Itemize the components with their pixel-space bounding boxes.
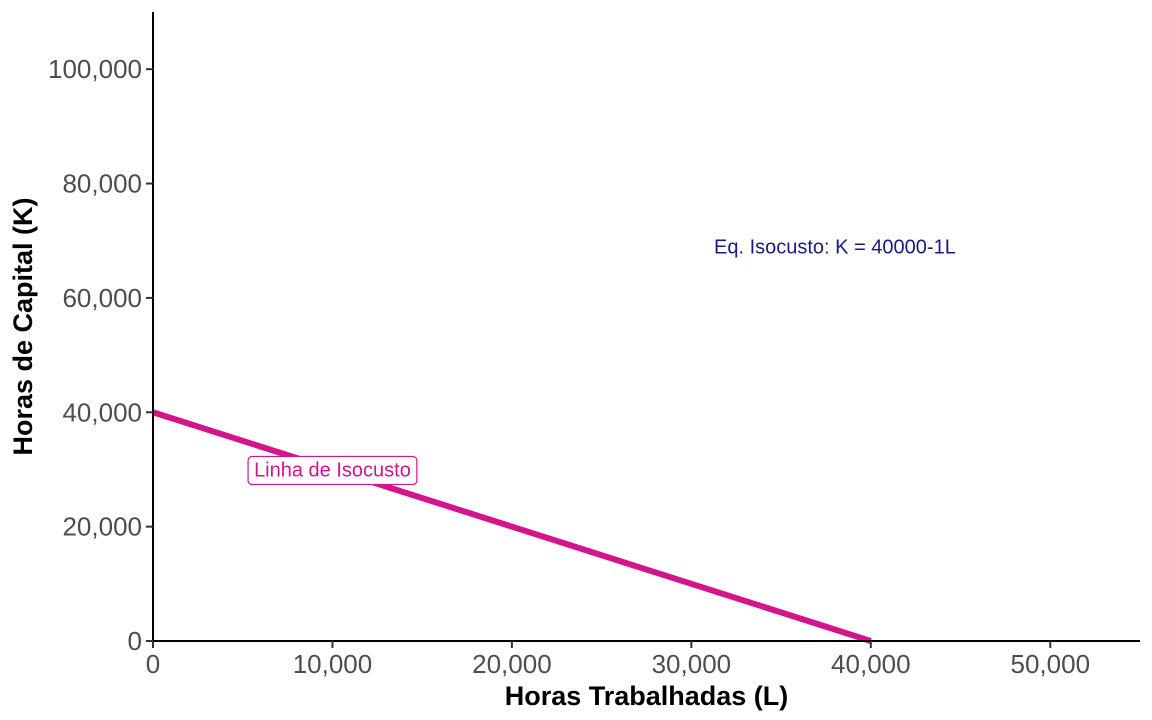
x-tick-label: 40,000 [831, 649, 911, 679]
plot-area [152, 409, 872, 644]
isocost-line [152, 409, 872, 644]
y-tick-label: 60,000 [62, 283, 142, 313]
x-tick-label: 10,000 [293, 649, 373, 679]
y-tick-label: 40,000 [62, 397, 142, 427]
isocost-line-label: Linha de Isocusto [247, 455, 418, 486]
x-tick-label: 0 [146, 649, 160, 679]
x-axis-title: Horas Trabalhadas (L) [505, 681, 789, 711]
y-tick-label: 100,000 [48, 54, 142, 84]
y-axis-title: Horas de Capital (K) [8, 197, 38, 455]
x-tick-label: 20,000 [472, 649, 552, 679]
x-tick-label: 50,000 [1011, 649, 1091, 679]
annotations: Eq. Isocusto: K = 40000-1L Linha de Isocu… [247, 236, 956, 486]
y-tick-label: 0 [128, 626, 142, 656]
x-tick-label: 30,000 [652, 649, 732, 679]
x-axis-ticks: 0 10,000 20,000 30,000 40,000 50,000 [146, 641, 1090, 679]
label-box [247, 455, 418, 486]
y-tick-label: 80,000 [62, 169, 142, 199]
annotation-text: Eq. Isocusto: K = 40000-1L [714, 236, 956, 258]
isocost-equation-label: Eq. Isocusto: K = 40000-1L [714, 236, 956, 258]
y-tick-label: 20,000 [62, 512, 142, 542]
annotation-text: Linha de Isocusto [254, 459, 411, 481]
axes: 0 10,000 20,000 30,000 40,000 50,000 0 20,000 4… [48, 12, 1140, 679]
y-axis-ticks: 0 20,000 40,000 60,000 80,000 100,000 [48, 54, 153, 656]
